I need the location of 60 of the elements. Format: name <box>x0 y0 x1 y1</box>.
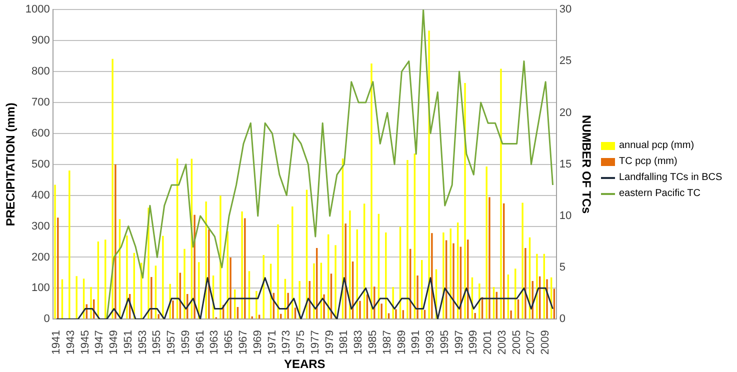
y-tick-label: 700 <box>32 96 50 108</box>
x-tick-label: 1945 <box>79 330 92 355</box>
y-tick-label: 1000 <box>25 4 50 16</box>
x-tick-label: 1991 <box>410 330 422 355</box>
legend-label: annual pcp (mm) <box>619 140 694 151</box>
x-tick-label: 1963 <box>208 330 221 355</box>
x-tick-label: 1941 <box>50 330 62 355</box>
x-tick-label: 1953 <box>136 330 149 355</box>
y2-tick-label: 15 <box>559 158 572 170</box>
x-tick-label: 1993 <box>424 330 437 355</box>
x-tick-label: 2003 <box>496 330 508 355</box>
x-tick-label: 1955 <box>151 330 164 355</box>
x-tick-label: 1997 <box>453 330 466 355</box>
x-tick-label: 1969 <box>252 330 264 355</box>
x-tick-label: 1965 <box>223 330 236 355</box>
x-tick-label: 1961 <box>194 330 206 355</box>
x-tick-label: 2005 <box>510 330 523 355</box>
x-tick-label: 1985 <box>366 330 379 355</box>
y2-tick-label: 25 <box>559 55 572 68</box>
x-tick-label: 1947 <box>94 330 106 355</box>
x-axis-title: YEARS <box>284 357 326 372</box>
x-tick-label: 1987 <box>381 330 394 355</box>
legend-label: Landfalling TCs in BCS <box>619 172 722 183</box>
x-tick-label: 1981 <box>338 330 350 355</box>
legend-label: eastern Pacific TC <box>619 188 701 199</box>
y2-tick-label: 5 <box>559 262 566 274</box>
y-tick-label: 900 <box>32 34 50 47</box>
x-tick-label: 1999 <box>468 330 480 355</box>
y-tick-label: 500 <box>32 158 50 170</box>
x-tick-label: 1977 <box>309 330 322 355</box>
x-tick-label: 1943 <box>64 330 77 355</box>
y2-tick-label: 20 <box>559 106 572 119</box>
x-tick-label: 2007 <box>525 330 538 355</box>
x-tick-label: 1979 <box>324 330 336 355</box>
x-tick-label: 1967 <box>238 330 250 355</box>
y-tick-label: 800 <box>32 66 50 78</box>
x-tick-label: 1959 <box>180 330 192 355</box>
x-tick-label: 1971 <box>266 330 278 355</box>
x-tick-label: 1995 <box>438 330 451 355</box>
x-tick-label: 1957 <box>166 330 178 355</box>
x-tick-label: 1951 <box>122 330 134 355</box>
x-tick-label: 1983 <box>352 330 365 355</box>
y-tick-label: 100 <box>32 282 50 294</box>
x-tick-label: 1989 <box>396 330 408 355</box>
y-tick-label: 400 <box>32 189 50 202</box>
x-tick-label: 1975 <box>295 330 308 355</box>
y2-tick-label: 30 <box>559 4 572 16</box>
x-tick-label: 1973 <box>280 330 293 355</box>
y2-axis-title: NUMBER OF TCs <box>579 115 594 214</box>
y-tick-label: 200 <box>32 251 50 264</box>
y2-tick-label: 0 <box>559 313 566 326</box>
x-tick-label: 2001 <box>482 330 494 355</box>
y-tick-label: 600 <box>32 127 50 140</box>
y-tick-label: 0 <box>44 313 50 326</box>
legend-label: TC pcp (mm) <box>619 156 678 167</box>
x-tick-label: 1949 <box>108 330 120 355</box>
y-tick-label: 300 <box>32 220 50 232</box>
y2-tick-label: 10 <box>559 210 572 222</box>
x-tick-label: 2009 <box>540 330 552 355</box>
y-axis-title: PRECIPITATION (mm) <box>4 102 18 226</box>
